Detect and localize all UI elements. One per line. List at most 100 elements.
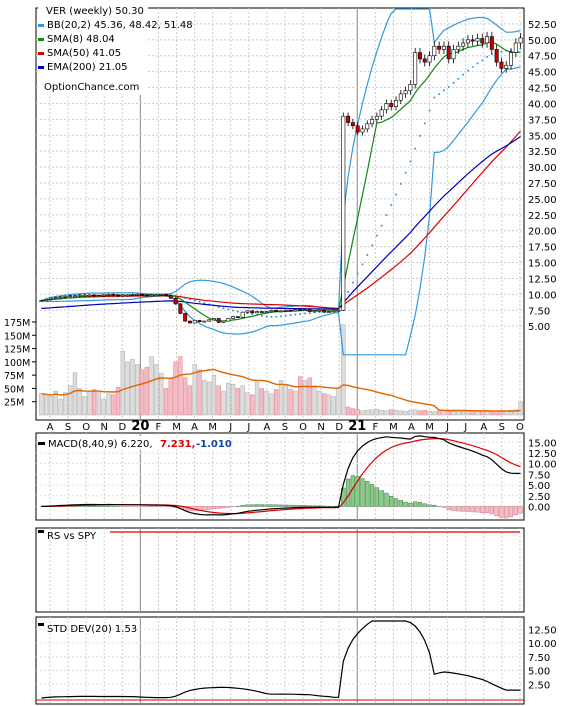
macd-histogram-bar: [465, 506, 471, 512]
bollinger-mid-dot: [246, 312, 249, 315]
bollinger-mid-dot: [198, 300, 201, 303]
candle-body: [183, 313, 188, 322]
price-tick-label: 32.50: [528, 147, 557, 158]
macd-histogram-bar: [278, 504, 284, 507]
candle-body: [499, 61, 504, 69]
volume-bar: [115, 387, 121, 416]
candle-body: [68, 295, 73, 297]
candle-body: [96, 295, 101, 297]
bollinger-mid-dot: [481, 59, 484, 62]
x-tick-label: O: [299, 422, 307, 433]
bollinger-mid-dot: [347, 290, 350, 293]
candle-body: [408, 84, 413, 92]
legend-swatch: [38, 66, 44, 69]
bollinger-mid-dot: [438, 93, 441, 96]
bollinger-mid-dot: [399, 182, 402, 185]
volume-bar: [403, 411, 408, 416]
x-tick-label: M: [172, 422, 181, 433]
macd-histogram-bar: [211, 506, 217, 509]
candle-body: [509, 52, 513, 66]
candle-body: [72, 295, 77, 297]
candle-body: [245, 310, 250, 313]
candle-body: [255, 311, 260, 314]
bollinger-mid-dot: [414, 147, 417, 150]
volume-bar: [312, 385, 317, 416]
candle-body: [322, 309, 327, 313]
volume-bar: [331, 396, 336, 416]
price-tick-label: 17.50: [528, 243, 557, 254]
volume-bar: [53, 390, 58, 416]
candle-body: [413, 52, 418, 85]
candle-body: [298, 309, 303, 311]
price-tick-label: 42.50: [528, 84, 557, 95]
macd-tick-label: 0.00: [528, 502, 550, 513]
candle-body: [326, 311, 331, 313]
stddev-tick-label: 7.50: [528, 653, 550, 664]
candle-body: [360, 128, 365, 133]
volume-bar: [374, 408, 380, 416]
volume-bar: [168, 377, 173, 416]
macd-histogram-bar: [508, 506, 514, 517]
macd-histogram-bar: [240, 505, 245, 507]
price-tick-label: 12.50: [528, 274, 557, 285]
candle-body: [125, 294, 130, 297]
x-tick-label: A: [480, 422, 487, 433]
volume-bar: [211, 374, 217, 416]
volume-bar: [518, 401, 523, 416]
bollinger-mid-dot: [308, 312, 311, 315]
volume-bar: [451, 411, 456, 416]
x-tick-label: D: [335, 422, 343, 433]
volume-bar: [427, 411, 432, 416]
bollinger-upper-line: [41, 8, 521, 311]
macd-histogram-bar: [302, 505, 308, 507]
watermark-label: OptionChance.com: [44, 82, 139, 93]
bollinger-mid-dot: [227, 308, 230, 311]
x-tick-label: J: [246, 422, 250, 433]
candle-body: [441, 45, 446, 50]
volume-bar: [365, 409, 370, 416]
bollinger-mid-dot: [275, 315, 278, 318]
macd-histogram-bar: [317, 505, 322, 507]
candle-body: [39, 300, 44, 303]
candle-body: [144, 294, 149, 297]
rs-panel: [35, 527, 525, 613]
candle-body: [374, 115, 379, 120]
volume-bar: [513, 409, 518, 416]
volume-bar: [408, 409, 413, 416]
macd-histogram-bar: [307, 505, 312, 507]
macd-histogram-bar: [341, 487, 346, 507]
volume-bar: [216, 385, 221, 416]
candle-body: [274, 309, 279, 312]
volume-bar: [456, 410, 461, 416]
macd-histogram-bar: [254, 504, 260, 507]
volume-bar: [230, 383, 236, 416]
x-tick-label: D: [118, 422, 126, 433]
volume-bar: [178, 356, 183, 416]
volume-bar: [389, 409, 394, 416]
stddev-legend-entry: STD DEV(20) 1.53: [47, 624, 137, 635]
candle-body: [446, 45, 451, 60]
volume-bar: [77, 388, 82, 416]
volume-bar: [187, 385, 193, 416]
volume-bar: [154, 364, 159, 416]
legend-swatch: [38, 530, 44, 533]
stddev-line: [41, 620, 521, 699]
x-tick-label: N: [100, 422, 107, 433]
macd-tick-label: 5.00: [528, 481, 550, 492]
candle-body: [164, 294, 168, 296]
macd-histogram-bar: [293, 504, 298, 507]
candle-body: [475, 38, 480, 42]
legend-entry: EMA(200) 21.05: [47, 62, 127, 73]
volume-bar: [39, 393, 44, 416]
volume-bar: [120, 350, 126, 416]
bollinger-mid-dot: [433, 96, 436, 99]
bollinger-mid-dot: [351, 281, 354, 284]
bollinger-mid-dot: [251, 313, 254, 316]
volume-bar: [336, 388, 341, 416]
candle-body: [149, 294, 154, 297]
macd-histogram-bar: [441, 506, 447, 508]
candle-body: [116, 294, 121, 297]
legend-entry: SMA(50) 41.05: [47, 48, 121, 59]
volume-bar: [235, 388, 241, 416]
volume-bar: [494, 411, 499, 416]
